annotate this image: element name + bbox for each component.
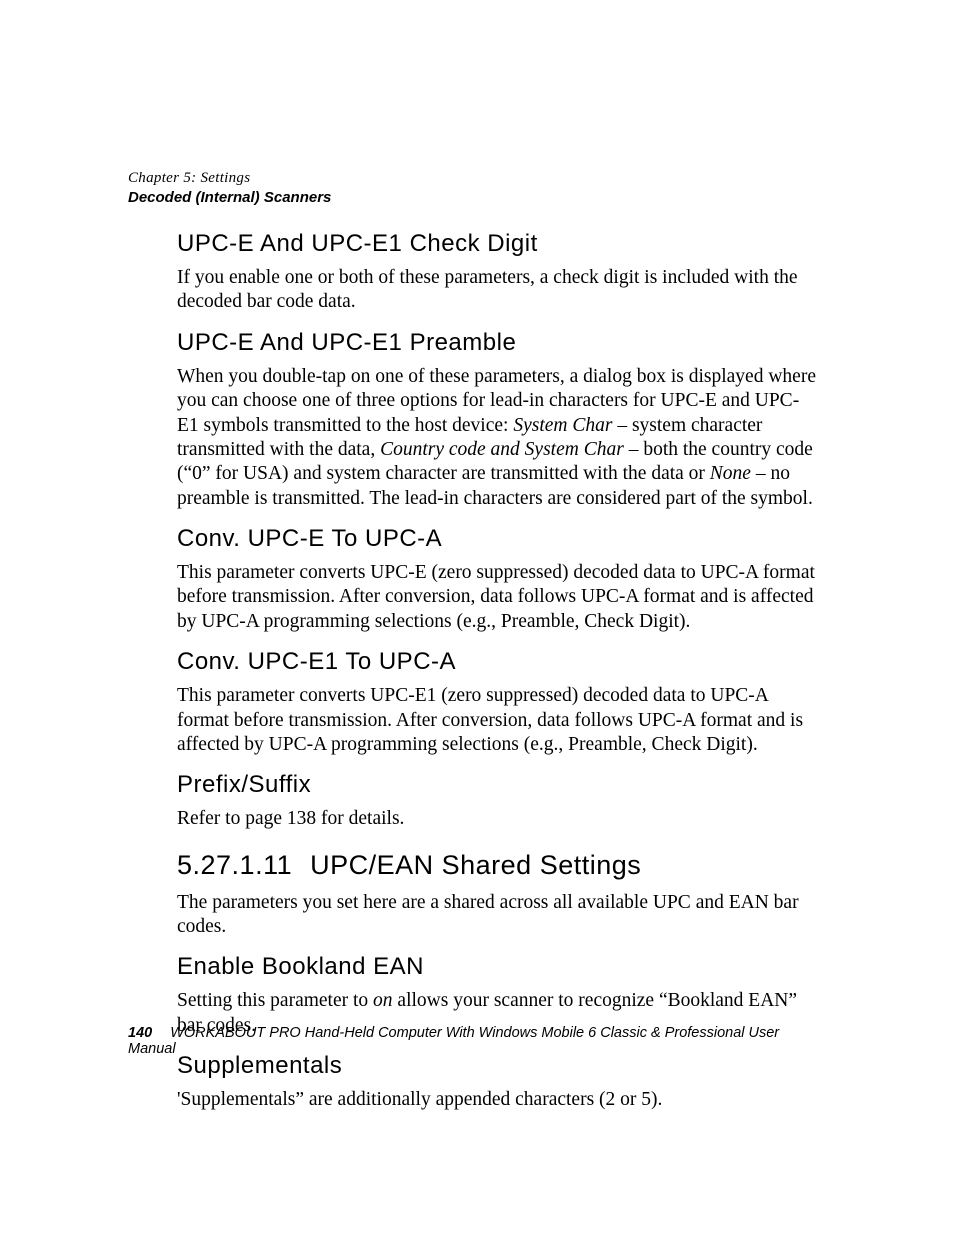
text-span: Setting this parameter to — [177, 990, 373, 1011]
section-number: 5.27.1.11 — [177, 850, 292, 880]
body-conv-upce: This parameter converts UPC-E (zero supp… — [177, 561, 817, 634]
italic-on: on — [373, 990, 393, 1011]
heading-upce-check-digit: UPC-E And UPC-E1 Check Digit — [177, 230, 817, 258]
italic-none: None — [710, 463, 751, 484]
heading-bookland: Enable Bookland EAN — [177, 953, 817, 981]
section-title: UPC/EAN Shared Settings — [310, 850, 641, 880]
body-upc-ean-shared: The parameters you set here are a shared… — [177, 891, 817, 940]
body-supplementals: 'Supplementals” are additionally appende… — [177, 1088, 817, 1112]
header-section-line: Decoded (Internal) Scanners — [128, 189, 331, 206]
heading-prefix-suffix: Prefix/Suffix — [177, 771, 817, 799]
heading-conv-upce: Conv. UPC-E To UPC-A — [177, 525, 817, 553]
italic-system-char: System Char — [513, 415, 612, 436]
page-number: 140 — [128, 1025, 152, 1041]
page-footer: 140WORKABOUT PRO Hand-Held Computer With… — [128, 1025, 828, 1057]
body-conv-upce1: This parameter converts UPC-E1 (zero sup… — [177, 684, 817, 757]
running-header: Chapter 5: Settings Decoded (Internal) S… — [128, 170, 331, 206]
heading-conv-upce1: Conv. UPC-E1 To UPC-A — [177, 648, 817, 676]
footer-title: WORKABOUT PRO Hand-Held Computer With Wi… — [128, 1025, 779, 1057]
header-chapter-line: Chapter 5: Settings — [128, 170, 331, 187]
body-upce-check-digit: If you enable one or both of these param… — [177, 266, 817, 315]
document-page: Chapter 5: Settings Decoded (Internal) S… — [0, 0, 954, 1235]
page-content: UPC-E And UPC-E1 Check Digit If you enab… — [177, 230, 817, 1127]
heading-upce-preamble: UPC-E And UPC-E1 Preamble — [177, 329, 817, 357]
body-upce-preamble: When you double-tap on one of these para… — [177, 365, 817, 511]
body-prefix-suffix: Refer to page 138 for details. — [177, 807, 817, 831]
heading-upc-ean-shared: 5.27.1.11 UPC/EAN Shared Settings — [177, 850, 817, 881]
italic-country-code: Country code and System Char — [380, 439, 624, 460]
